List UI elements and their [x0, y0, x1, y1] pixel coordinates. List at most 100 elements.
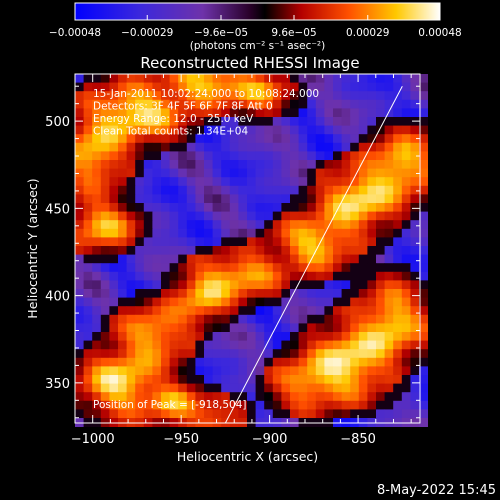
- heatmap-cell: [401, 366, 411, 376]
- heatmap-cell: [161, 168, 170, 178]
- heatmap-cell: [393, 237, 403, 247]
- heatmap-cell: [255, 323, 265, 333]
- heatmap-cell: [307, 177, 317, 187]
- heatmap-cell: [100, 366, 110, 376]
- heatmap-cell: [255, 366, 265, 376]
- heatmap-cell: [75, 271, 84, 281]
- heatmap-cell: [384, 400, 394, 410]
- heatmap-cell: [419, 177, 428, 187]
- y-tick-label: 400: [45, 290, 70, 305]
- heatmap-cell: [384, 134, 394, 144]
- heatmap-cell: [419, 254, 428, 264]
- heatmap-cell: [229, 177, 239, 187]
- heatmap-cell: [118, 271, 127, 281]
- heatmap-cell: [341, 289, 351, 298]
- heatmap-cell: [358, 289, 368, 298]
- heatmap-cell: [307, 332, 317, 341]
- heatmap-cell: [255, 400, 265, 410]
- heatmap-cell: [255, 185, 265, 195]
- heatmap-cell: [169, 357, 179, 367]
- heatmap-cell: [384, 409, 394, 419]
- heatmap-cell: [298, 332, 308, 341]
- heatmap-cell: [186, 117, 196, 126]
- heatmap-cell: [169, 314, 179, 324]
- heatmap-cell: [333, 74, 342, 83]
- heatmap-cell: [393, 409, 403, 419]
- heatmap-cell: [298, 194, 308, 204]
- heatmap-cell: [204, 125, 213, 135]
- heatmap-cell: [272, 142, 282, 152]
- heatmap-cell: [186, 289, 196, 298]
- heatmap-cell: [195, 82, 205, 92]
- heatmap-cell: [229, 375, 239, 384]
- heatmap-cell: [100, 160, 110, 169]
- heatmap-cell: [100, 271, 110, 281]
- heatmap-cell: [169, 177, 179, 187]
- heatmap-cell: [281, 228, 291, 238]
- heatmap-cell: [143, 82, 153, 92]
- heatmap-cell: [272, 117, 282, 126]
- heatmap-cell: [298, 74, 308, 83]
- heatmap-image: [75, 74, 428, 427]
- heatmap-cell: [376, 160, 385, 169]
- heatmap-cell: [143, 142, 153, 152]
- heatmap-cell: [341, 151, 351, 161]
- heatmap-cell: [152, 400, 162, 410]
- heatmap-cell: [126, 246, 136, 255]
- heatmap-cell: [169, 194, 179, 204]
- heatmap-cell: [109, 177, 119, 187]
- heatmap-cell: [341, 340, 351, 350]
- heatmap-cell: [350, 280, 360, 290]
- heatmap-cell: [109, 203, 119, 212]
- heatmap-cell: [186, 134, 196, 144]
- heatmap-cell: [161, 349, 170, 359]
- heatmap-cell: [169, 280, 179, 290]
- heatmap-cell: [118, 297, 127, 307]
- heatmap-cell: [315, 289, 325, 298]
- heatmap-cell: [419, 314, 428, 324]
- heatmap-cell: [419, 280, 428, 290]
- heatmap-cell: [367, 82, 377, 92]
- heatmap-cell: [238, 357, 248, 367]
- heatmap-cell: [212, 409, 222, 419]
- heatmap-cell: [135, 306, 145, 316]
- heatmap-cell: [100, 203, 110, 212]
- heatmap-cell: [75, 289, 84, 298]
- heatmap-cell: [83, 340, 93, 350]
- heatmap-cell: [307, 271, 317, 281]
- heatmap-cell: [333, 117, 342, 126]
- heatmap-cell: [247, 228, 256, 238]
- heatmap-cell: [307, 246, 317, 255]
- heatmap-cell: [169, 323, 179, 333]
- heatmap-cell: [92, 314, 102, 324]
- heatmap-cell: [272, 332, 282, 341]
- heatmap-cell: [401, 297, 411, 307]
- heatmap-cell: [92, 366, 102, 376]
- heatmap-cell: [238, 168, 248, 178]
- heatmap-cell: [376, 340, 385, 350]
- heatmap-cell: [367, 74, 377, 83]
- heatmap-cell: [401, 237, 411, 247]
- heatmap-cell: [290, 349, 299, 359]
- heatmap-cell: [195, 220, 205, 230]
- heatmap-cell: [100, 280, 110, 290]
- heatmap-cell: [247, 108, 256, 118]
- heatmap-cell: [333, 220, 342, 230]
- heatmap-cell: [92, 211, 102, 221]
- heatmap-cell: [264, 91, 274, 101]
- heatmap-cell: [367, 306, 377, 316]
- heatmap-cell: [126, 375, 136, 384]
- heatmap-cell: [384, 91, 394, 101]
- heatmap-cell: [161, 134, 170, 144]
- heatmap-cell: [83, 254, 93, 264]
- heatmap-cell: [419, 306, 428, 316]
- heatmap-cell: [195, 400, 205, 410]
- heatmap-cell: [272, 289, 282, 298]
- heatmap-cell: [152, 289, 162, 298]
- heatmap-cell: [333, 349, 342, 359]
- heatmap-cell: [255, 280, 265, 290]
- heatmap-cell: [109, 366, 119, 376]
- heatmap-cell: [100, 332, 110, 341]
- heatmap-cell: [143, 357, 153, 367]
- heatmap-cell: [419, 211, 428, 221]
